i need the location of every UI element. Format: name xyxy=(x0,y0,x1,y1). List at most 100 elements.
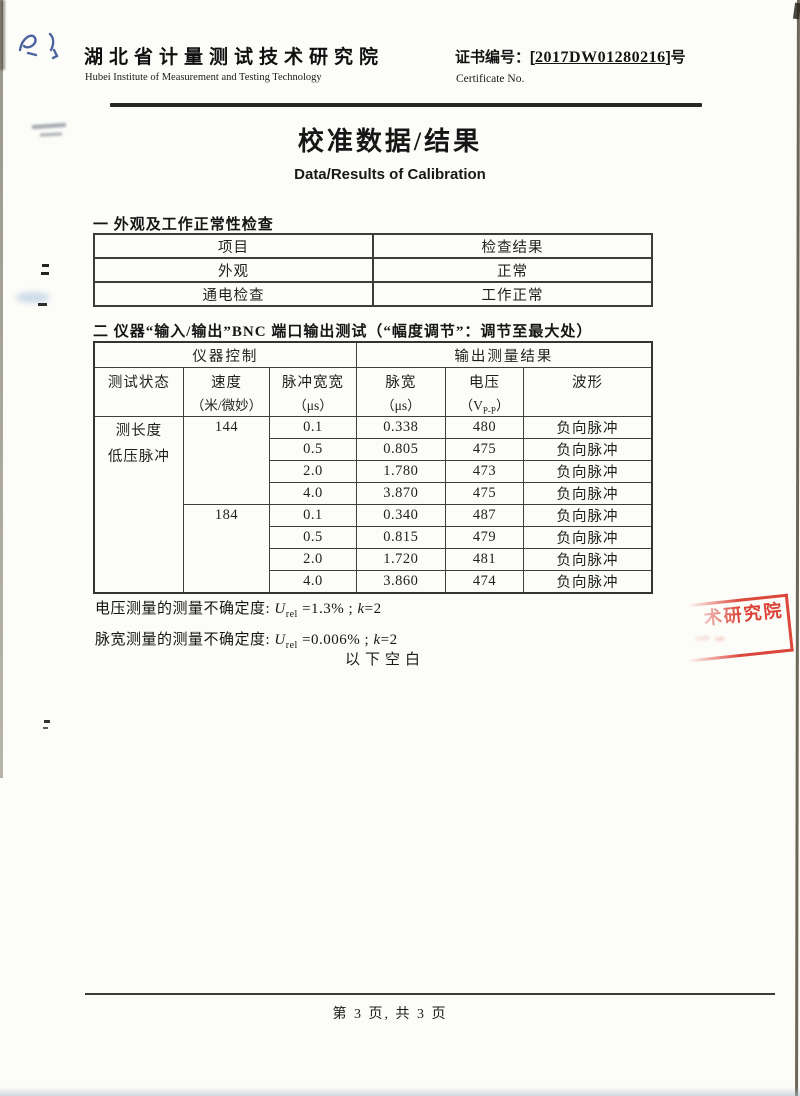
set-pulse-width-cell: 4.0 xyxy=(269,569,357,594)
certificate-number-label: 证书编号： xyxy=(455,49,531,66)
section2-heading: 二 仪器“输入/输出”BNC 端口输出测试（“幅度调节”：调节至最大处） xyxy=(93,324,593,340)
bracket-close: ] xyxy=(665,49,671,66)
set-pulse-width-cell: 0.5 xyxy=(269,437,357,461)
table-row: 184 0.1 0.340 487 负向脉冲 xyxy=(94,503,653,594)
voltage-cell: 475 xyxy=(444,437,525,461)
waveform-cell: 负向脉冲 xyxy=(523,569,653,594)
column-header-result: 检查结果 xyxy=(372,233,653,259)
table-header-row: 项目 检查结果 xyxy=(93,233,653,259)
ink-dash-mark xyxy=(43,727,48,729)
header-divider xyxy=(110,103,702,107)
document-title-en: Data/Results of Calibration xyxy=(294,166,486,183)
column-header-speed: 速度 （米/微妙） xyxy=(182,367,271,417)
appearance-check-table-body: 项目 检查结果 外观 正常 通电检查 工作正常 xyxy=(93,233,653,307)
certificate-number-label-en: Certificate No. xyxy=(456,73,525,85)
group-header-row: 仪器控制 输出测量结果 xyxy=(93,341,653,368)
test-state-cell: 测长度 低压脉冲 xyxy=(93,415,184,594)
pulse-width-cell: 3.860 xyxy=(355,569,447,594)
voltage-cell: 475 xyxy=(444,481,525,505)
document-title-zh: 校准数据/结果 xyxy=(297,127,483,156)
pulse-width-cell: 0.815 xyxy=(355,525,447,549)
uncertainty-notes: 电压测量的测量不确定度: Urel =1.3% ; k=2 脉宽测量的测量不确定… xyxy=(95,597,398,658)
voltage-cell: 481 xyxy=(444,547,525,571)
institute-name-zh: 湖北省计量测试技术研究院 xyxy=(84,47,385,68)
scan-edge-right xyxy=(794,0,799,1096)
waveform-cell: 负向脉冲 xyxy=(523,503,653,527)
ink-dash-mark xyxy=(38,303,47,306)
pulse-width-cell: 0.340 xyxy=(355,503,447,527)
section1-heading: 一 外观及工作正常性检查 xyxy=(93,217,274,233)
blank-below-note: 以下空白 xyxy=(345,652,426,668)
column-header-waveform: 波形 xyxy=(523,367,653,417)
table-row: 0.5 0.805 475 负向脉冲 xyxy=(94,437,653,461)
certificate-number-line: 证书编号：[2017DW01280216]号 xyxy=(455,46,686,67)
set-pulse-width-cell: 0.5 xyxy=(269,525,357,549)
pulse-width-cell: 3.870 xyxy=(355,481,447,505)
table-row: 2.0 1.780 473 负向脉冲 xyxy=(94,459,653,483)
column-header-pulse-width: 脉宽 （μs） xyxy=(355,367,447,417)
set-pulse-width-cell: 0.1 xyxy=(269,415,357,439)
scan-edge-left-top xyxy=(0,0,5,70)
group-header-instrument-control: 仪器控制 xyxy=(93,341,357,368)
set-pulse-width-cell: 4.0 xyxy=(269,481,357,505)
red-seal-fade xyxy=(676,583,740,678)
table-cell: 工作正常 xyxy=(372,281,653,307)
scan-corner-notch xyxy=(792,2,800,20)
set-pulse-width-cell: 2.0 xyxy=(269,459,357,483)
table-row: 测长度 低压脉冲 144 0.1 0.338 480 负向脉冲 xyxy=(93,415,653,594)
waveform-cell: 负向脉冲 xyxy=(523,437,653,461)
waveform-cell: 负向脉冲 xyxy=(523,415,653,439)
red-seal-stamp: 术研究院 xyxy=(676,583,800,678)
column-header-item: 项目 xyxy=(93,233,374,259)
column-header-row: 测试状态 速度 （米/微妙） 脉冲宽宽 （μs） 脉宽 （μs） 电压 （VP-… xyxy=(93,367,653,417)
ink-dash-mark xyxy=(44,720,50,723)
set-pulse-width-cell: 0.1 xyxy=(269,503,357,527)
uncertainty-voltage-line: 电压测量的测量不确定度: Urel =1.3% ; k=2 xyxy=(95,601,382,620)
output-test-table-body: 仪器控制 输出测量结果 测试状态 速度 （米/微妙） 脉冲宽宽 （μs） 脉宽 … xyxy=(93,341,653,594)
blue-smudge-mark xyxy=(16,292,50,303)
table-row: 通电检查 工作正常 xyxy=(93,281,653,307)
ink-dash-mark xyxy=(42,264,49,267)
table-cell: 外观 xyxy=(93,257,374,283)
waveform-cell: 负向脉冲 xyxy=(523,547,653,571)
column-header-voltage: 电压 （VP-P） xyxy=(444,367,525,417)
table-cell: 正常 xyxy=(372,257,653,283)
group-header-output-results: 输出测量结果 xyxy=(355,341,653,368)
appearance-check-table: 项目 检查结果 外观 正常 通电检查 工作正常 xyxy=(93,233,653,307)
waveform-cell: 负向脉冲 xyxy=(523,525,653,549)
speed-cell: 184 xyxy=(182,503,271,594)
column-header-set-pulse-width: 脉冲宽宽 （μs） xyxy=(269,367,357,417)
certificate-number: 2017DW01280216 xyxy=(535,49,666,66)
table-row: 0.5 0.815 479 负向脉冲 xyxy=(94,525,653,549)
speed-cell: 144 xyxy=(182,415,271,505)
institute-name-en: Hubei Institute of Measurement and Testi… xyxy=(85,72,322,83)
column-header-test-state: 测试状态 xyxy=(93,367,184,417)
pulse-width-cell: 1.720 xyxy=(355,547,447,571)
certificate-number-suffix: 号 xyxy=(670,49,686,66)
voltage-cell: 487 xyxy=(444,503,525,527)
scan-edge-bottom-shadow xyxy=(0,1087,800,1096)
waveform-cell: 负向脉冲 xyxy=(523,481,653,505)
table-row: 2.0 1.720 481 负向脉冲 xyxy=(94,547,653,571)
waveform-cell: 负向脉冲 xyxy=(523,459,653,483)
page-number: 第 3 页, 共 3 页 xyxy=(332,1007,448,1022)
footer-divider xyxy=(85,993,775,995)
pulse-width-cell: 1.780 xyxy=(355,459,447,483)
scan-edge-left xyxy=(0,0,3,778)
table-cell: 通电检查 xyxy=(93,281,374,307)
voltage-cell: 480 xyxy=(444,415,525,439)
pulse-width-cell: 0.805 xyxy=(355,437,447,461)
ink-dash-mark xyxy=(41,272,49,275)
bracket-open: [ xyxy=(530,49,536,66)
table-row: 外观 正常 xyxy=(93,257,653,283)
output-test-table: 仪器控制 输出测量结果 测试状态 速度 （米/微妙） 脉冲宽宽 （μs） 脉宽 … xyxy=(93,341,653,594)
uncertainty-pulse-line: 脉宽测量的测量不确定度: Urel =0.006% ; k=2 xyxy=(95,631,398,651)
voltage-cell: 474 xyxy=(444,569,525,594)
voltage-cell: 473 xyxy=(444,459,525,483)
table-row: 4.0 3.860 474 负向脉冲 xyxy=(94,569,653,594)
voltage-cell: 479 xyxy=(444,525,525,549)
set-pulse-width-cell: 2.0 xyxy=(269,547,357,571)
pen-scribble-icon xyxy=(18,32,59,60)
pulse-width-cell: 0.338 xyxy=(355,415,447,439)
